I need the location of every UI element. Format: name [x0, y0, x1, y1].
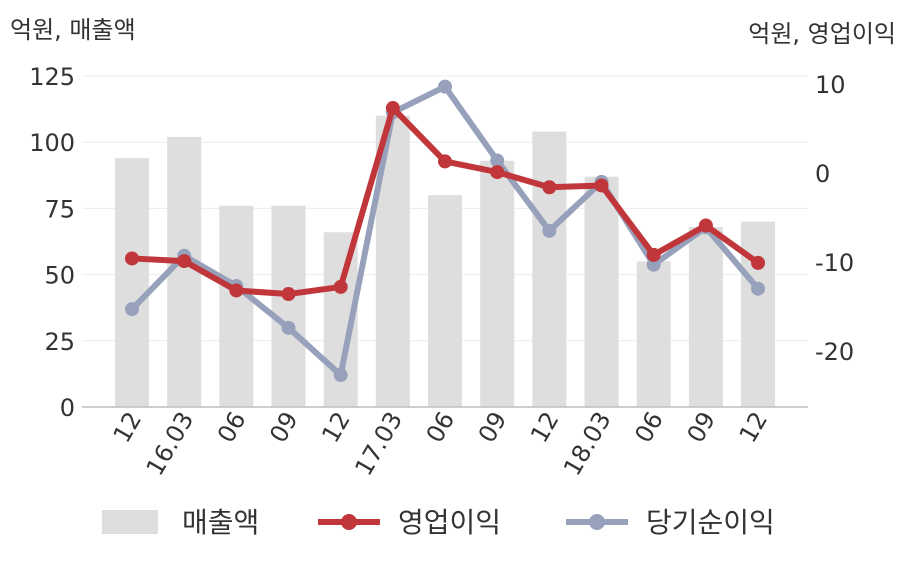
left-tick-label: 75 — [44, 195, 75, 223]
data-point — [385, 101, 400, 116]
left-axis-unit-label: 억원, 매출액 — [10, 16, 136, 44]
data-point — [751, 281, 766, 296]
bar — [584, 176, 619, 407]
x-tick-label: 12 — [108, 407, 148, 447]
x-tick-label: 06 — [421, 407, 461, 447]
data-point — [125, 302, 139, 317]
bar — [115, 158, 149, 407]
legend-swatch-dot-net — [589, 514, 605, 530]
data-point — [490, 165, 505, 180]
legend-label-net: 당기순이익 — [646, 506, 775, 539]
right-tick-label: 10 — [815, 71, 846, 99]
x-tick-label: 06 — [212, 407, 252, 447]
bar — [219, 205, 254, 407]
bar-series-sales — [115, 115, 776, 408]
bar — [428, 195, 463, 407]
legend-swatch-sales — [102, 510, 158, 534]
data-point — [281, 320, 296, 335]
x-tick-label: 18.03 — [558, 407, 617, 481]
bar — [271, 205, 306, 407]
left-tick-label: 0 — [60, 394, 75, 422]
x-tick-label: 06 — [629, 407, 669, 447]
data-point — [542, 180, 557, 195]
x-tick-label: 12 — [734, 407, 774, 447]
data-point — [646, 247, 661, 262]
legend-swatch-dot-op — [341, 514, 357, 530]
data-point — [438, 154, 453, 169]
x-tick-label: 12 — [316, 407, 356, 447]
left-axis-ticks: 0 25 50 75 100 125 — [29, 63, 75, 422]
data-point — [542, 223, 557, 238]
data-point — [490, 153, 505, 168]
bar — [636, 261, 671, 407]
bar — [532, 131, 567, 407]
legend-label-sales: 매출액 — [182, 506, 259, 539]
line-series-group — [125, 79, 766, 383]
data-point — [751, 255, 766, 270]
legend: 매출액 영업이익 당기순이익 — [102, 506, 775, 539]
data-point — [333, 279, 348, 294]
right-tick-label: 0 — [815, 160, 830, 188]
data-point — [281, 287, 296, 302]
x-tick-label: 09 — [682, 407, 722, 447]
data-point — [698, 218, 713, 233]
x-tick-label: 09 — [473, 407, 513, 447]
data-point — [177, 254, 192, 269]
left-tick-label: 50 — [44, 262, 75, 290]
bar — [688, 226, 723, 407]
data-point — [333, 368, 348, 383]
legend-label-op: 영업이익 — [398, 506, 501, 539]
data-point — [594, 178, 609, 193]
data-point — [125, 251, 139, 266]
left-tick-label: 125 — [29, 63, 75, 91]
right-axis-ticks: 10 0 -10 -20 — [815, 71, 854, 366]
x-tick-label: 09 — [264, 407, 304, 447]
x-tick-label: 17.03 — [349, 407, 408, 481]
right-tick-label: -10 — [815, 249, 854, 277]
bar — [167, 136, 202, 408]
right-axis-unit-label: 억원, 영업이익 — [748, 20, 896, 48]
bar — [741, 221, 776, 407]
x-tick-label: 12 — [525, 407, 565, 447]
data-point — [646, 257, 661, 272]
x-tick-label: 16.03 — [141, 407, 200, 481]
data-point — [229, 283, 244, 298]
line-series — [125, 101, 766, 302]
left-tick-label: 100 — [29, 129, 75, 157]
left-tick-label: 25 — [44, 328, 75, 356]
bar — [480, 160, 515, 407]
data-point — [438, 79, 453, 94]
right-tick-label: -20 — [815, 338, 854, 366]
